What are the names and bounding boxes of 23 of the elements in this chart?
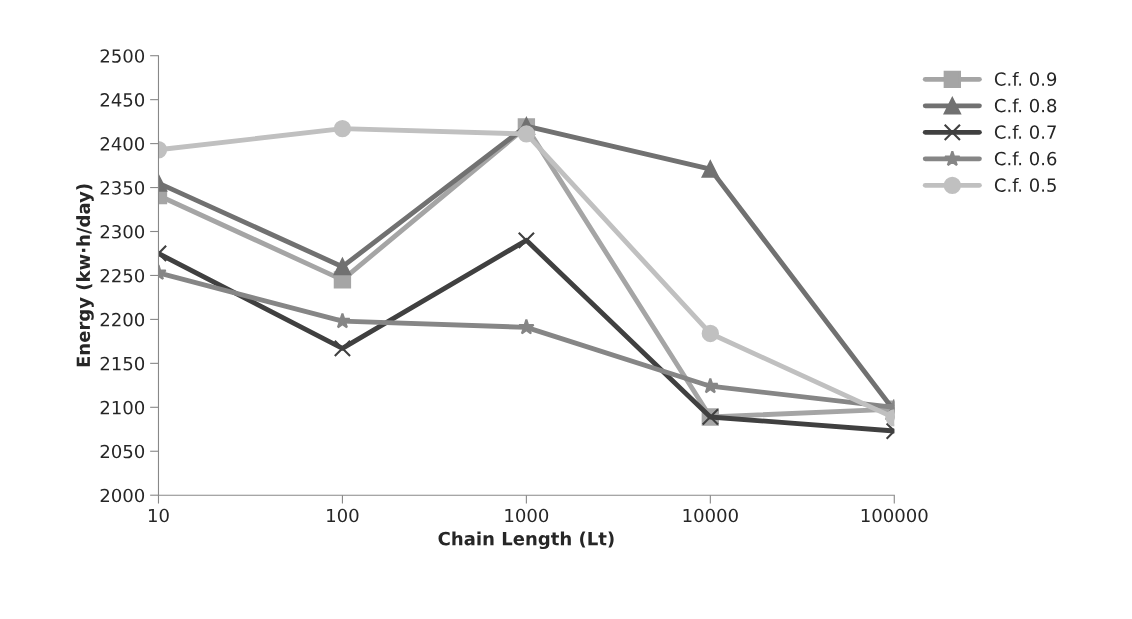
y-tick-label: 2450 <box>100 93 145 107</box>
legend-label: C.f. 0.8 <box>994 98 1057 113</box>
y-tick-label: 2400 <box>100 137 145 151</box>
legend-label: C.f. 0.6 <box>994 151 1057 166</box>
y-tick-label: 2350 <box>100 181 145 195</box>
x-tick-label: 10 <box>148 508 169 523</box>
y-tick-label: 2150 <box>100 356 145 371</box>
x-tick-label: 10000 <box>683 508 738 523</box>
y-tick-label: 2300 <box>100 224 145 239</box>
y-tick-label: 2000 <box>100 488 145 503</box>
y-tick-label: 2050 <box>100 444 145 459</box>
legend-label: C.f. 0.9 <box>994 71 1057 86</box>
x-tick-label: 100 <box>327 508 359 523</box>
x-tick-label: 100000 <box>861 508 928 523</box>
x-axis-title: Chain Length (Lt) <box>438 531 614 550</box>
legend-label: C.f. 0.7 <box>994 124 1056 139</box>
y-tick-label: 2500 <box>100 49 145 63</box>
legend-label: C.f. 0.5 <box>994 177 1056 192</box>
y-tick-label: 2200 <box>100 312 145 327</box>
x-tick-label: 1000 <box>505 508 549 523</box>
y-tick-label: 2100 <box>100 400 145 415</box>
y-tick-label: 2250 <box>100 268 145 283</box>
y-axis-title: Energy (kw·h/day) <box>76 184 94 367</box>
